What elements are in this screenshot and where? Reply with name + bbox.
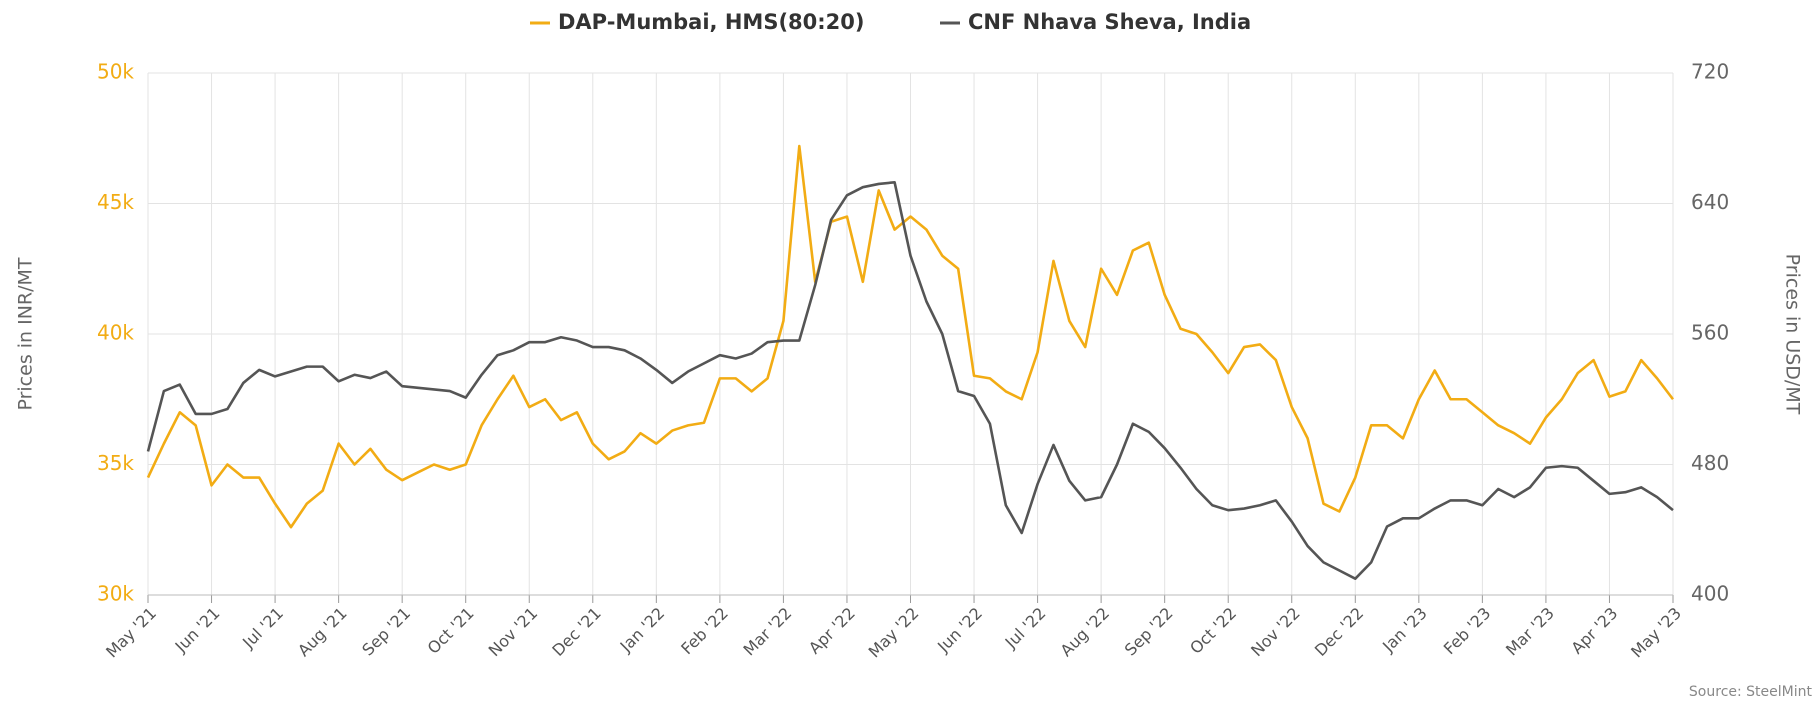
x-tick-label: Jan '23 [1378,604,1431,657]
x-tick-label: Jun '22 [933,604,986,657]
legend-label: CNF Nhava Sheva, India [968,10,1251,34]
y-tick-label: 40k [97,321,134,345]
x-tick-label: Aug '21 [294,604,351,661]
y2-tick-label: 480 [1691,451,1729,475]
y2-axis-title: Prices in USD/MT [1782,254,1804,415]
x-tick-label: May '22 [865,604,923,662]
x-tick-label: Dec '22 [1311,604,1367,660]
x-tick-label: Jul '21 [238,604,287,653]
x-tick-label: Aug '22 [1057,604,1114,661]
x-tick-label: Feb '22 [677,604,732,659]
y-tick-label: 35k [97,451,134,475]
y2-tick-label: 560 [1691,321,1729,345]
y2-tick-label: 400 [1691,582,1729,606]
x-tick-label: Oct '21 [424,604,478,658]
x-tick-label: Nov '21 [485,604,542,661]
x-tick-label: Sep '22 [1121,604,1177,660]
x-tick-label: May '23 [1627,604,1685,662]
x-tick-label: Nov '22 [1247,604,1304,661]
x-tick-label: Jun '21 [171,604,224,657]
x-tick-label: Jan '22 [616,604,669,657]
x-tick-label: Apr '23 [1567,604,1621,658]
x-tick-label: Mar '22 [740,604,796,660]
x-tick-label: Mar '23 [1502,604,1558,660]
x-tick-label: Oct '22 [1186,604,1240,658]
source: Source: SteelMint [1689,684,1813,700]
series-line [146,180,1674,580]
x-tick-label: May '21 [102,604,160,662]
series-line [146,144,1675,529]
y-tick-label: 30k [97,582,134,606]
x-tick-label: Dec '21 [548,604,604,660]
x-tick-label: Sep '21 [358,604,414,660]
y2-tick-label: 640 [1691,190,1729,214]
y2-tick-label: 720 [1691,60,1729,84]
x-tick-label: Jul '22 [1001,604,1050,653]
y-tick-label: 50k [97,60,134,84]
legend-label: DAP-Mumbai, HMS(80:20) [558,10,864,34]
x-tick-label: Feb '23 [1440,604,1495,659]
y-axis-title: Prices in INR/MT [15,257,37,410]
y-tick-label: 45k [97,190,134,214]
x-tick-label: Apr '22 [805,604,859,658]
